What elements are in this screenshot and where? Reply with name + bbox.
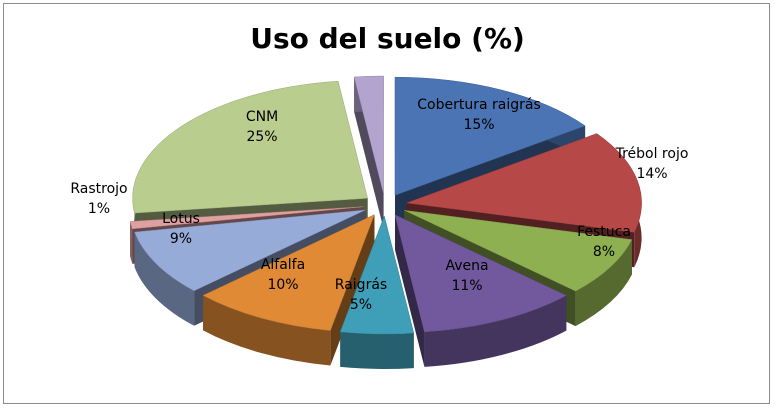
data-label-name-cnm: CNM [246, 109, 278, 125]
pie-slice-top [202, 214, 375, 331]
pie-slice-top [129, 206, 364, 230]
pie-slice-top [339, 215, 415, 335]
pie-slice-top [353, 75, 384, 195]
pie-slice-raigras [339, 215, 415, 369]
data-label-name-trebol-rojo: Trébol rojo [615, 146, 689, 162]
data-label-name-alfalfa: Alfalfa [261, 257, 305, 273]
data-label-value-rastrojo: 1% [88, 201, 110, 217]
data-label-value-alfalfa: 10% [267, 277, 298, 293]
data-label-name-avena: Avena [445, 258, 488, 274]
pie-slice-side [134, 232, 195, 326]
data-label-name-festuca: Festuca [577, 224, 631, 240]
pie-slice-top [394, 76, 586, 196]
pie-slice-top [394, 214, 567, 333]
pie-slice-side [340, 331, 414, 369]
pie-slice-top [404, 210, 633, 292]
data-label-name-raigras: Raigrás [335, 277, 387, 293]
pie-slice-side [424, 295, 567, 367]
data-label-value-festuca: 8% [593, 244, 615, 260]
pie-slice-unlabeled [353, 75, 384, 230]
pie-slice-top [406, 133, 642, 233]
pie-slice-wall [394, 214, 425, 367]
pie-slice-side [203, 295, 331, 366]
data-label-name-rastrojo: Rastrojo [70, 181, 127, 197]
pie-slice-top [134, 209, 366, 292]
pie-slice-avena [394, 214, 567, 367]
pie-slice-side [130, 221, 133, 264]
pie-slice-top [132, 80, 368, 214]
pie-slice-alfalfa [202, 214, 375, 366]
pie-slice-side [575, 239, 632, 327]
pie-slice-wall [354, 76, 384, 230]
data-label-value-lotus: 9% [170, 231, 192, 247]
data-label-value-avena: 11% [451, 278, 482, 294]
chart-title: Uso del suelo (%) [250, 22, 525, 55]
data-label-value-trebol-rojo: 14% [636, 166, 667, 182]
data-label-name-lotus: Lotus [162, 211, 200, 227]
data-label-name-cobertura-raigras: Cobertura raigrás [417, 97, 540, 113]
data-label-value-cobertura-raigras: 15% [463, 117, 494, 133]
data-label-value-raigras: 5% [350, 297, 372, 313]
data-label-value-cnm: 25% [246, 129, 277, 145]
